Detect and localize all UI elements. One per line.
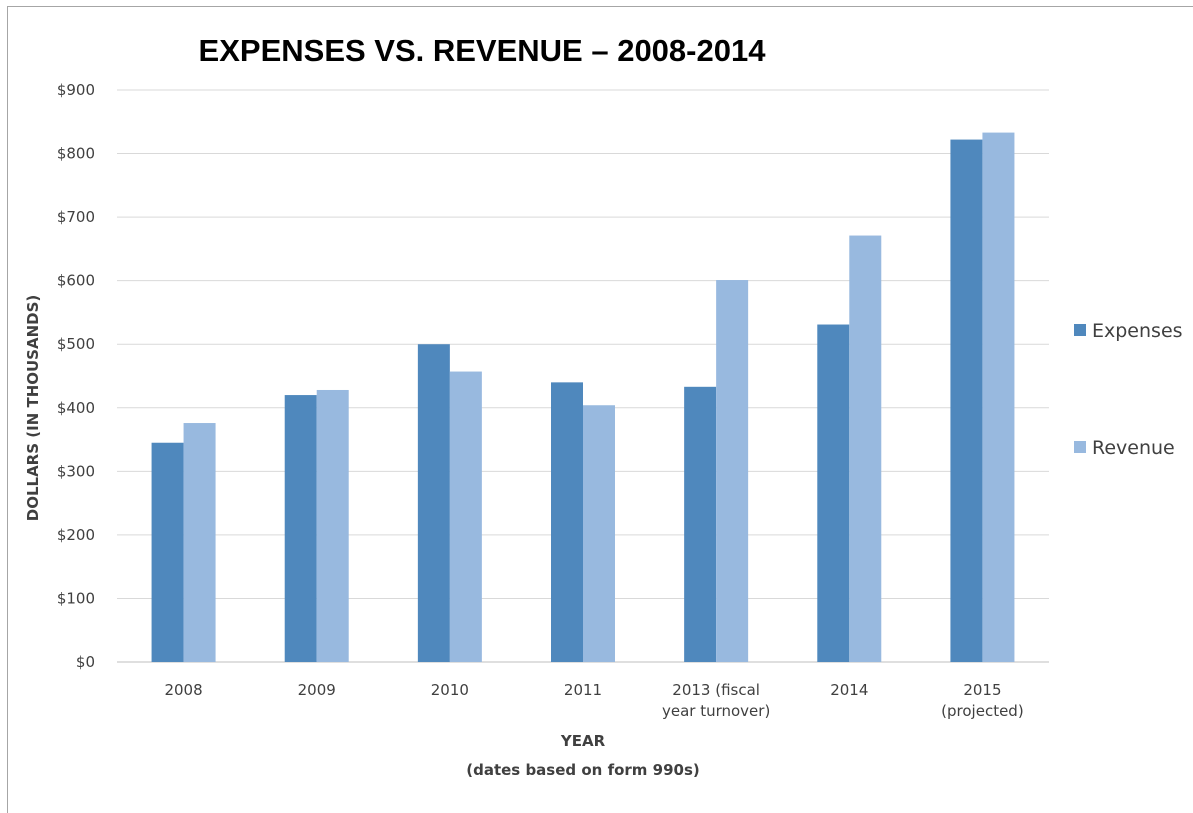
y-tick-label: $600 — [57, 272, 95, 290]
bar-expenses — [950, 139, 983, 662]
legend-swatch-expenses — [1074, 324, 1086, 336]
x-tick-label: 2015 — [963, 681, 1001, 699]
y-tick-label: $500 — [57, 335, 95, 353]
chart-title: EXPENSES VS. REVENUE – 2008-2014 — [199, 33, 767, 68]
bar-expenses — [817, 324, 850, 662]
y-tick-label: $700 — [57, 208, 95, 226]
legend-label-revenue: Revenue — [1092, 437, 1175, 459]
bar-revenue — [716, 280, 749, 662]
legend-label-expenses: Expenses — [1092, 320, 1183, 342]
y-axis-tick-labels: $0 $100 $200 $300 $400 $500 $600 $700 $800 $900 — [57, 81, 95, 671]
x-tick-label: 2009 — [298, 681, 336, 699]
bars — [151, 132, 1015, 663]
x-axis-subtitle: (dates based on form 990s) — [466, 761, 700, 779]
x-axis-tick-labels: 2008 2009 2010 2011 2013 (fiscal year turnove… — [164, 681, 1023, 720]
x-tick-label: 2010 — [431, 681, 469, 699]
chart-frame — [7, 6, 1193, 813]
x-tick-label: 2008 — [164, 681, 202, 699]
x-tick-label: year turnover) — [662, 702, 770, 720]
bar-revenue — [849, 235, 882, 662]
bar-revenue — [449, 371, 482, 662]
y-axis-title: DOLLARS (IN THOUSANDS) — [24, 295, 42, 522]
bar-expenses — [551, 382, 583, 662]
bar-expenses — [684, 386, 717, 662]
bar-expenses — [284, 395, 317, 662]
x-tick-label: 2011 — [564, 681, 602, 699]
y-tick-label: $800 — [57, 145, 95, 163]
y-tick-label: $900 — [57, 81, 95, 99]
y-tick-label: $400 — [57, 399, 95, 417]
bar-revenue — [316, 389, 349, 662]
y-tick-label: $200 — [57, 526, 95, 544]
y-tick-label: $300 — [57, 462, 95, 480]
bar-revenue — [583, 405, 615, 662]
bar-expenses — [151, 442, 184, 662]
x-tick-label: (projected) — [941, 702, 1024, 720]
y-tick-label: $0 — [76, 653, 95, 671]
legend: Expenses Revenue — [1074, 320, 1183, 459]
legend-swatch-revenue — [1074, 441, 1086, 453]
x-tick-label: 2013 (fiscal — [672, 681, 760, 699]
x-tick-label: 2014 — [830, 681, 868, 699]
y-tick-label: $100 — [57, 589, 95, 607]
x-axis-title: YEAR — [560, 732, 606, 750]
bar-revenue — [982, 132, 1015, 663]
bar-expenses — [417, 344, 450, 662]
bar-revenue — [183, 423, 216, 662]
